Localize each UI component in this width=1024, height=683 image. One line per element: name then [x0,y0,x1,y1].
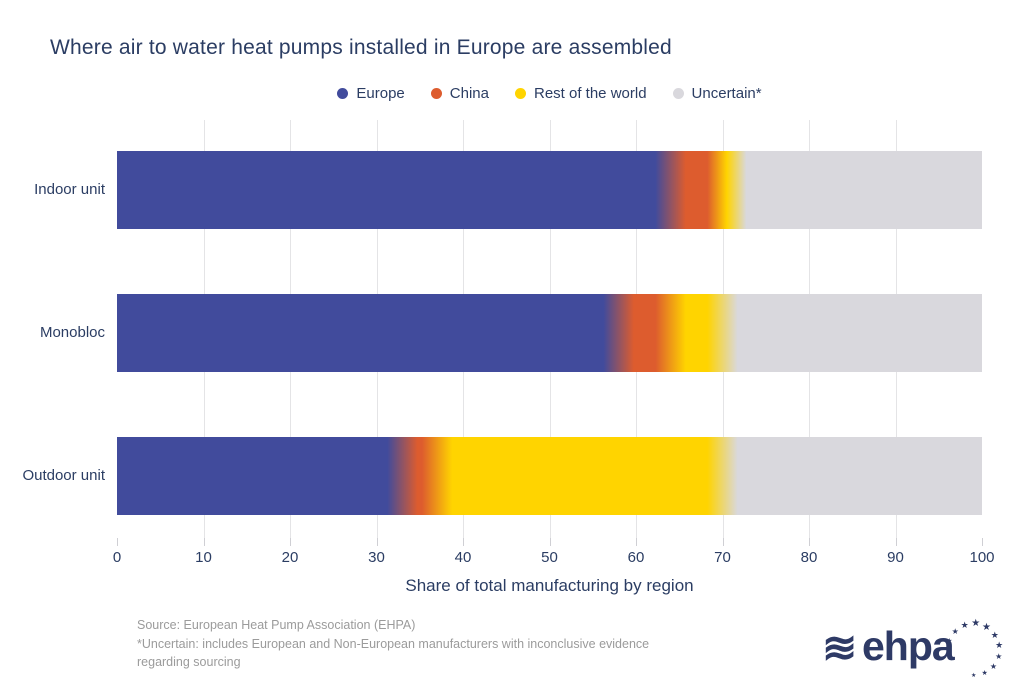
legend-label: Europe [356,85,405,102]
star-icon: ★ [995,640,1004,650]
uncertain-note-line2: regarding sourcing [137,655,241,669]
star-icon: ★ [982,621,991,633]
axis-tick [463,538,464,546]
x-tick-label: 0 [112,549,122,566]
axis-tick [290,538,291,546]
axis-tick [636,538,637,546]
source-note: Source: European Heat Pump Association (… [137,618,416,632]
star-icon: ★ [981,670,988,678]
axis-tick [982,538,983,546]
x-axis-title: Share of total manufacturing by region [405,576,694,595]
x-tick-label: 50 [541,549,558,566]
bar-monobloc[interactable] [117,294,982,372]
legend-label: China [449,85,489,102]
axis-tick [809,538,810,546]
axis-tick [722,538,724,546]
axis-tick [549,538,551,546]
axis-tick [203,538,205,546]
star-icon: ★ [971,618,981,630]
legend-label: Uncertain* [691,85,762,102]
legend-swatch-icon [337,88,349,99]
bar-outdoor-unit[interactable] [117,437,982,515]
chart-title: Where air to water heat pumps installed … [50,36,672,59]
x-tick-label: 100 [969,549,995,566]
star-icon: ★ [960,620,969,631]
legend-swatch-icon [430,88,442,99]
x-tick-label: 60 [627,549,645,566]
x-tick-label: 30 [368,549,385,566]
bar-indoor-unit[interactable] [117,151,982,229]
legend-label: Rest of the world [533,85,647,102]
legend-swatch-icon [514,88,526,99]
x-tick-label: 90 [887,549,904,566]
axis-tick [895,538,897,546]
category-label: Indoor unit [34,181,105,198]
x-tick-label: 40 [454,549,472,566]
uncertain-note-line1: *Uncertain: includes European and Non-Eu… [137,636,650,651]
footer-notes: Source: European Heat Pump Association (… [137,616,649,672]
category-label: Outdoor unit [22,467,105,484]
x-tick-label: 10 [195,549,212,566]
plot-area [117,120,983,546]
star-icon: ★ [951,626,959,636]
legend-item[interactable]: Europe [337,85,405,102]
category-label: Monobloc [39,324,105,341]
ehpa-logo: ≋ ehpa ★ ★ ★ ★ ★ ★ ★ ★ ★ ★ ★ [822,618,1004,680]
axis-tick [376,538,378,546]
logo-wordmark: ehpa [862,623,955,669]
x-tick-label: 20 [281,549,299,566]
legend-item[interactable]: Rest of the world [514,85,647,102]
axis-tick [117,538,118,546]
x-tick-label: 80 [800,549,818,566]
star-icon: ★ [946,637,953,645]
star-icon: ★ [990,629,999,640]
wave-icon: ≋ [822,624,858,671]
legend-swatch-icon [672,88,684,99]
legend-item[interactable]: Uncertain* [672,85,762,102]
x-tick-label: 70 [714,549,731,566]
star-arc: ★ ★ ★ ★ ★ ★ ★ ★ ★ ★ ★ [944,618,1004,679]
star-icon: ★ [971,673,977,679]
legend: Europe China Rest of the world Uncertain* [117,85,982,102]
star-icon: ★ [989,661,998,671]
legend-item[interactable]: China [430,85,489,102]
star-icon: ★ [995,651,1003,661]
